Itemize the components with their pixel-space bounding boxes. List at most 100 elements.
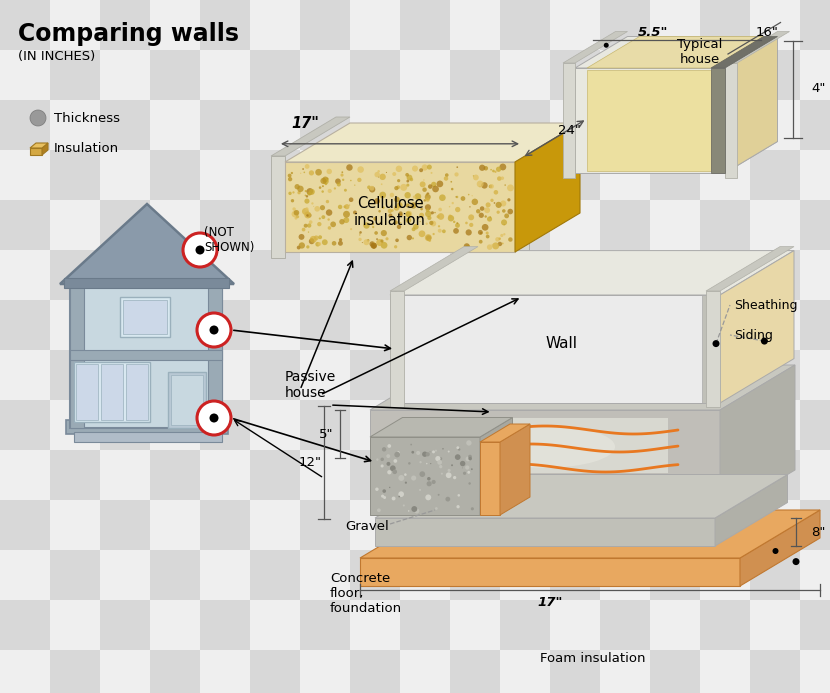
Bar	[800, 650, 830, 693]
Circle shape	[453, 220, 456, 223]
Circle shape	[426, 222, 427, 225]
Bar	[700, 200, 750, 250]
Bar	[450, 250, 500, 300]
Bar	[50, 600, 100, 650]
Polygon shape	[370, 365, 795, 410]
Polygon shape	[587, 70, 711, 171]
Circle shape	[491, 244, 493, 245]
Bar	[250, 200, 300, 250]
Bar	[650, 500, 700, 550]
Circle shape	[309, 189, 315, 195]
Polygon shape	[60, 204, 234, 284]
Circle shape	[381, 464, 383, 468]
Bar	[600, 600, 650, 650]
Bar	[700, 450, 750, 500]
Circle shape	[497, 176, 501, 181]
Bar	[0, 500, 50, 550]
Polygon shape	[740, 510, 820, 586]
Circle shape	[315, 169, 322, 175]
Bar	[200, 0, 250, 50]
Circle shape	[350, 179, 352, 182]
Circle shape	[478, 230, 483, 235]
Circle shape	[427, 193, 428, 194]
Bar	[300, 0, 350, 50]
Circle shape	[426, 452, 430, 457]
Bar	[66, 420, 228, 434]
Circle shape	[499, 238, 501, 240]
Bar	[650, 350, 700, 400]
Bar	[650, 400, 700, 450]
Bar	[300, 350, 350, 400]
Bar	[101, 364, 123, 420]
Bar	[100, 50, 150, 100]
Bar	[650, 550, 700, 600]
Bar	[150, 350, 200, 400]
Circle shape	[427, 477, 431, 480]
Circle shape	[302, 168, 304, 170]
Bar	[450, 500, 500, 550]
Bar	[150, 450, 200, 500]
Circle shape	[408, 462, 411, 464]
Bar	[250, 550, 300, 600]
Circle shape	[426, 235, 432, 240]
Bar	[500, 650, 550, 693]
Circle shape	[437, 181, 443, 187]
Circle shape	[309, 170, 314, 175]
Circle shape	[339, 219, 344, 225]
Circle shape	[380, 457, 384, 461]
Bar	[208, 280, 222, 428]
Bar	[700, 550, 750, 600]
Circle shape	[420, 182, 426, 187]
Circle shape	[311, 202, 314, 204]
Circle shape	[197, 401, 231, 435]
Circle shape	[388, 444, 391, 448]
Circle shape	[479, 213, 484, 218]
Bar	[550, 100, 600, 150]
Bar	[50, 0, 100, 50]
Bar	[100, 0, 150, 50]
Circle shape	[391, 209, 393, 212]
Polygon shape	[285, 123, 580, 162]
Circle shape	[379, 192, 386, 198]
Circle shape	[507, 184, 514, 191]
Circle shape	[480, 231, 482, 234]
Circle shape	[422, 187, 427, 192]
Circle shape	[438, 225, 440, 227]
Bar	[500, 300, 550, 350]
Bar	[200, 250, 250, 300]
Circle shape	[308, 231, 310, 233]
Bar	[200, 500, 250, 550]
Circle shape	[603, 43, 608, 48]
Circle shape	[429, 221, 433, 225]
Bar	[350, 600, 400, 650]
Circle shape	[369, 186, 374, 191]
Circle shape	[500, 200, 506, 207]
Bar	[250, 450, 300, 500]
Circle shape	[457, 446, 459, 449]
Circle shape	[428, 184, 432, 188]
Bar	[650, 450, 700, 500]
Circle shape	[397, 225, 401, 229]
Circle shape	[315, 206, 320, 211]
Circle shape	[405, 211, 413, 218]
Circle shape	[397, 202, 403, 208]
Text: Passive
house: Passive house	[285, 370, 336, 400]
Circle shape	[313, 206, 315, 207]
Circle shape	[359, 231, 362, 234]
Circle shape	[344, 205, 346, 208]
Bar	[500, 50, 550, 100]
Circle shape	[367, 239, 369, 242]
Bar	[600, 500, 650, 550]
Circle shape	[328, 189, 332, 193]
Circle shape	[302, 228, 305, 231]
Bar	[150, 600, 200, 650]
Bar	[70, 280, 84, 428]
Circle shape	[428, 239, 431, 242]
Circle shape	[306, 245, 310, 249]
Bar	[300, 250, 350, 300]
Circle shape	[425, 234, 432, 241]
Bar	[100, 500, 150, 550]
Circle shape	[321, 191, 324, 193]
Circle shape	[323, 178, 329, 184]
Circle shape	[358, 166, 364, 173]
